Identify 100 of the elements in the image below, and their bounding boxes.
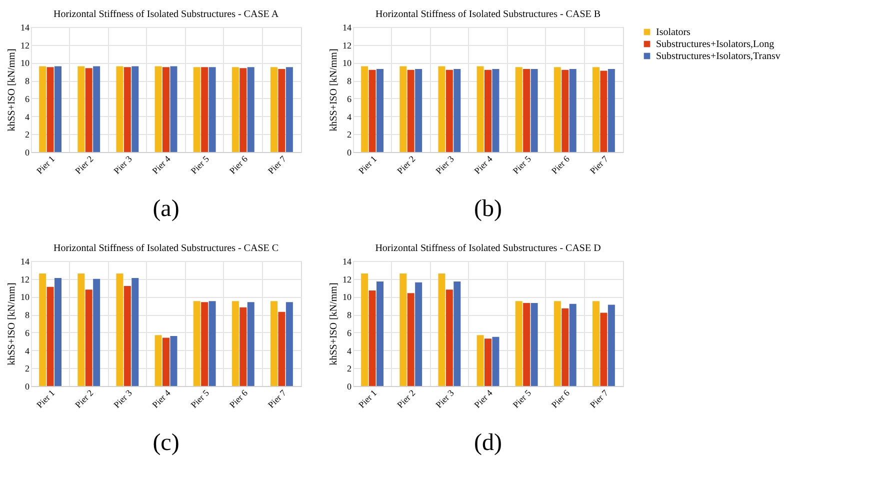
y-tick-label: 10 <box>342 292 352 302</box>
bar <box>361 274 368 386</box>
bar <box>286 302 293 386</box>
text: (a) <box>152 196 180 222</box>
x-tick-label: Pier 6 <box>227 387 250 410</box>
bar <box>515 301 522 386</box>
text: (c) <box>152 430 180 456</box>
x-tick-label: Pier 7 <box>588 153 610 176</box>
bar <box>232 301 239 386</box>
x-tick-label: Pier 4 <box>472 387 495 410</box>
x-tick-label: Pier 3 <box>112 387 134 410</box>
y-axis-title: khSS+ISO [kN/mm] <box>6 282 18 366</box>
y-axis-title: khSS+ISO [kN/mm] <box>328 48 340 132</box>
bar <box>600 312 608 386</box>
x-tick-label: Pier 6 <box>227 153 250 176</box>
y-tick-label: 14 <box>20 256 30 266</box>
x-tick-label: Pier 2 <box>73 154 96 176</box>
y-axis-title: khSS+ISO [kN/mm] <box>328 282 340 366</box>
bar <box>476 335 484 386</box>
y-tick-label: 0 <box>347 148 352 158</box>
bar <box>240 307 247 386</box>
y-tick-label: 8 <box>347 310 352 320</box>
x-tick-label: Pier 2 <box>395 154 418 176</box>
y-tick-label: 4 <box>25 346 30 356</box>
x-tick-label: Pier 1 <box>34 388 57 410</box>
bar <box>247 302 254 386</box>
bar <box>569 304 576 386</box>
bar <box>39 274 46 386</box>
bar <box>376 282 384 386</box>
y-tick-label: 6 <box>25 328 30 338</box>
x-tick-label: Pier 4 <box>150 387 173 410</box>
x-tick-label: Pier 6 <box>549 387 572 410</box>
y-tick-label: 4 <box>25 112 30 122</box>
bar <box>132 278 139 386</box>
chart-title: Horizontal Stiffness of Isolated Substructures - CASE B <box>375 9 601 20</box>
legend-label: Substructures+Isolators,Transv <box>656 51 780 62</box>
y-tick-label: 0 <box>25 148 30 158</box>
bar <box>170 336 178 386</box>
y-tick-label: 10 <box>342 58 352 68</box>
y-tick-label: 12 <box>342 274 352 284</box>
x-tick-label: Pier 5 <box>510 387 534 410</box>
bar <box>492 336 500 386</box>
bar <box>54 278 62 386</box>
x-tick-label: Pier 3 <box>434 153 456 176</box>
x-tick-label: Pier 2 <box>395 388 418 410</box>
y-tick-label: 14 <box>20 22 30 32</box>
bar <box>454 282 461 386</box>
bar <box>93 278 100 386</box>
bar <box>278 312 286 386</box>
bar <box>78 274 85 386</box>
y-tick-label: 2 <box>347 130 352 140</box>
y-tick-label: 8 <box>25 310 30 320</box>
x-tick-label: Pier 5 <box>188 387 212 410</box>
x-tick-label: Pier 5 <box>188 153 212 176</box>
x-tick-label: Pier 4 <box>472 153 495 176</box>
bar <box>162 338 170 386</box>
bar <box>270 301 278 386</box>
bar <box>193 301 200 386</box>
y-tick-label: 8 <box>25 76 30 86</box>
y-tick-label: 14 <box>342 256 352 266</box>
y-tick-label: 0 <box>25 382 30 392</box>
bar <box>124 286 131 386</box>
y-tick-label: 6 <box>347 328 352 338</box>
bar <box>154 335 162 386</box>
y-axis-title: khSS+ISO [kN/mm] <box>6 48 18 132</box>
y-tick-label: 2 <box>25 364 30 374</box>
bar <box>523 302 530 386</box>
bar <box>562 308 569 386</box>
chart-title: Horizontal Stiffness of Isolated Substructures - CASE C <box>53 243 279 254</box>
x-tick-label: Pier 4 <box>150 153 173 176</box>
bar <box>608 304 615 386</box>
y-tick-label: 2 <box>347 364 352 374</box>
chart-title: Horizontal Stiffness of Isolated Substructures - CASE A <box>53 9 280 20</box>
y-tick-label: 8 <box>347 76 352 86</box>
y-tick-label: 2 <box>25 130 30 140</box>
bar <box>201 302 208 386</box>
bar <box>554 301 561 386</box>
y-tick-label: 12 <box>20 274 30 284</box>
y-tick-label: 4 <box>347 112 352 122</box>
legend-label: Substructures+Isolators,Long <box>656 39 774 50</box>
x-tick-label: Pier 1 <box>34 154 57 176</box>
y-tick-label: 12 <box>342 40 352 50</box>
y-tick-label: 10 <box>20 292 30 302</box>
bar <box>46 286 54 386</box>
y-tick-label: 0 <box>347 382 352 392</box>
y-tick-label: 14 <box>342 22 352 32</box>
bar <box>530 302 538 386</box>
bar <box>484 338 492 386</box>
bar <box>438 274 446 386</box>
legend-label: Isolators <box>656 27 691 38</box>
bar <box>446 290 453 386</box>
x-tick-label: Pier 3 <box>112 153 134 176</box>
bar <box>85 290 92 386</box>
x-tick-label: Pier 7 <box>266 387 288 410</box>
y-tick-label: 4 <box>347 346 352 356</box>
bar <box>592 301 600 386</box>
x-tick-label: Pier 2 <box>73 388 96 410</box>
x-tick-label: Pier 7 <box>588 387 610 410</box>
y-tick-label: 6 <box>25 94 30 104</box>
x-tick-label: Pier 1 <box>356 154 379 176</box>
